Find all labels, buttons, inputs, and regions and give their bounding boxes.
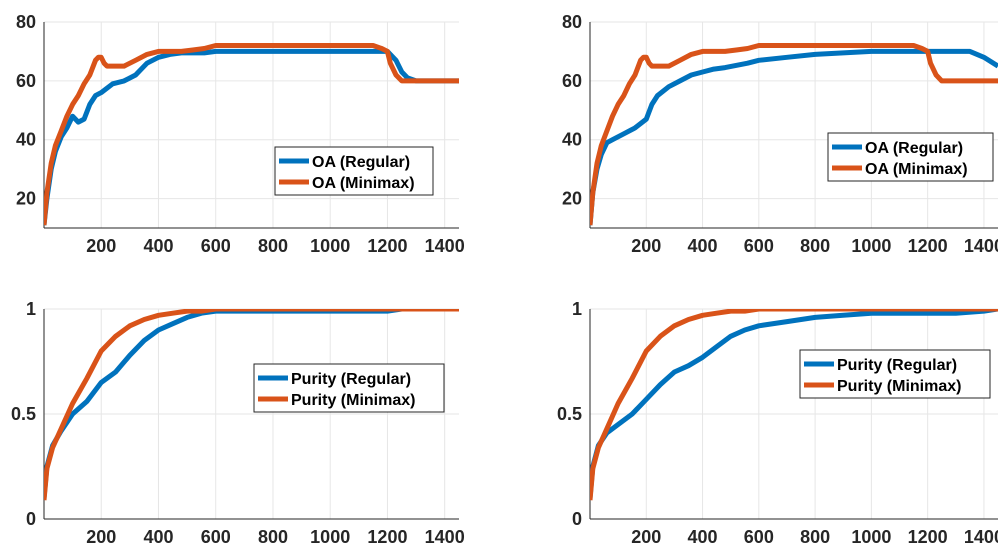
series-line-regular [590,48,998,226]
x-tick-label: 1000 [851,527,891,544]
x-tick-label: 600 [744,527,774,544]
legend: Purity (Regular) Purity (Minimax) [253,363,445,413]
series-group [590,43,998,226]
legend-label: OA (Minimax) [865,161,968,178]
x-tick-label: 600 [201,236,231,256]
series-group [590,309,998,501]
legend-label: OA (Minimax) [312,175,415,192]
legend-label: Purity (Minimax) [837,378,961,395]
legend-box [274,146,434,196]
x-tick-label: 1200 [367,527,407,544]
series-group [44,43,459,226]
series-line-minimax [590,43,998,226]
legend: OA (Regular) OA (Minimax) [274,146,434,196]
x-tick-label: 200 [631,527,661,544]
chart-panel-4: 200 400 600 800 1000 1200 1400 0 0.5 1 Purity (Reg… [557,299,998,544]
y-tick-label: 0.5 [11,404,36,424]
legend: Purity (Regular) Purity (Minimax) [799,349,991,399]
y-tick-label: 20 [16,189,36,209]
legend-box [799,349,991,399]
x-tick-label: 400 [143,236,173,256]
chart-panel-2: 200 400 600 800 1000 1200 1400 20 40 60 80 OA (Regu… [562,12,998,256]
x-tick-label: 1400 [964,236,998,256]
x-tick-label: 200 [631,236,661,256]
x-tick-label: 600 [744,236,774,256]
y-tick-label: 40 [562,130,582,150]
x-tick-label: 400 [143,527,173,544]
y-tick-label: 80 [562,12,582,32]
y-tick-label: 60 [16,71,36,91]
legend-label: OA (Regular) [312,154,410,171]
y-tick-label: 0.5 [557,404,582,424]
y-tick-label: 20 [562,189,582,209]
y-tick-label: 80 [16,12,36,32]
x-tick-label: 1400 [964,527,998,544]
chart-panel-1: 200 400 600 800 1000 1200 1400 20 40 60 80 OA (Regu… [16,12,465,256]
series-line-regular [590,309,998,499]
x-tick-label: 1200 [367,236,407,256]
series-line-minimax [590,309,998,501]
legend-label: Purity (Regular) [291,371,411,388]
x-tick-label: 1200 [908,236,948,256]
x-tick-label: 400 [688,527,718,544]
legend-label: Purity (Minimax) [291,392,415,409]
x-tick-label: 1400 [425,527,465,544]
x-tick-label: 800 [258,527,288,544]
chart-panel-3: 200 400 600 800 1000 1200 1400 0 0.5 1 Purity (Reg… [11,299,465,544]
series-line-minimax [44,43,459,226]
legend-box [827,132,994,182]
series-group [44,309,459,501]
x-tick-label: 1200 [908,527,948,544]
y-tick-label: 60 [562,71,582,91]
x-tick-label: 800 [258,236,288,256]
x-tick-label: 400 [688,236,718,256]
legend: OA (Regular) OA (Minimax) [827,132,994,182]
legend-box [253,363,445,413]
series-line-minimax [44,309,459,501]
y-tick-label: 1 [26,299,36,319]
x-tick-label: 600 [201,527,231,544]
x-tick-label: 200 [86,527,116,544]
legend-label: OA (Regular) [865,140,963,157]
y-tick-label: 1 [572,299,582,319]
x-tick-label: 1400 [425,236,465,256]
y-tick-label: 40 [16,130,36,150]
x-tick-label: 200 [86,236,116,256]
x-tick-label: 800 [800,527,830,544]
x-tick-label: 1000 [310,236,350,256]
y-tick-label: 0 [572,509,582,529]
legend-label: Purity (Regular) [837,357,957,374]
x-tick-label: 800 [800,236,830,256]
series-line-regular [44,48,459,226]
y-tick-label: 0 [26,509,36,529]
x-tick-label: 1000 [851,236,891,256]
x-tick-label: 1000 [310,527,350,544]
